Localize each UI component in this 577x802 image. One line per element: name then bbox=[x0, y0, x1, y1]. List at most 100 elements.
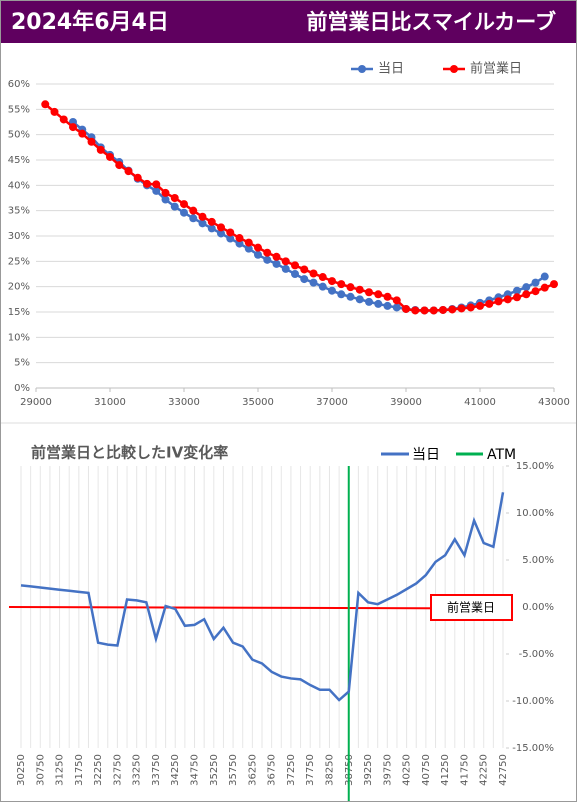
x-tick-label: 42750 bbox=[498, 754, 509, 786]
point bbox=[374, 299, 383, 308]
point bbox=[392, 296, 401, 305]
x-tick-label: 37000 bbox=[316, 397, 348, 408]
y-tick-label: 15% bbox=[8, 307, 30, 318]
y-tick-label: 5% bbox=[14, 358, 30, 369]
point bbox=[143, 179, 151, 188]
legend-label: ATM bbox=[487, 447, 516, 463]
point bbox=[78, 129, 87, 138]
legend-label: 当日 bbox=[412, 447, 440, 463]
x-tick-label: 30250 bbox=[16, 754, 27, 786]
legend-marker bbox=[358, 65, 366, 73]
header-title: 前営業日比スマイルカーブ bbox=[307, 10, 556, 34]
point bbox=[152, 180, 161, 189]
point bbox=[365, 288, 373, 297]
point bbox=[513, 286, 521, 295]
point bbox=[531, 278, 540, 287]
point bbox=[161, 195, 170, 204]
point bbox=[170, 202, 179, 211]
point bbox=[161, 188, 170, 197]
point bbox=[180, 208, 188, 217]
x-tick-label: 39750 bbox=[382, 754, 393, 786]
y2-tick-label: 10.00% bbox=[516, 508, 554, 519]
point bbox=[207, 217, 216, 226]
point bbox=[439, 305, 447, 314]
point bbox=[466, 303, 475, 312]
x-tick-label: 41250 bbox=[440, 754, 451, 786]
point bbox=[124, 167, 133, 176]
point bbox=[180, 200, 188, 209]
point bbox=[328, 277, 336, 286]
y-tick-label: 60% bbox=[8, 79, 30, 90]
x-tick-label: 43000 bbox=[538, 397, 570, 408]
header-date: 2024年6月4日 bbox=[11, 9, 169, 35]
y-tick-label: 55% bbox=[8, 104, 30, 115]
x-tick-label: 32750 bbox=[112, 754, 123, 786]
x-tick-label: 39250 bbox=[363, 754, 374, 786]
point bbox=[300, 275, 309, 284]
point bbox=[59, 115, 68, 124]
point bbox=[337, 290, 346, 299]
point bbox=[318, 282, 327, 291]
point bbox=[550, 280, 558, 289]
point bbox=[420, 306, 429, 315]
x-tick-label: 42250 bbox=[479, 754, 490, 786]
point bbox=[217, 229, 225, 238]
point bbox=[198, 212, 207, 221]
x-tick-label: 34750 bbox=[190, 754, 201, 786]
point bbox=[281, 257, 290, 266]
x-tick-label: 37250 bbox=[286, 754, 297, 786]
x-tick-label: 41750 bbox=[459, 754, 470, 786]
x-tick-label: 40750 bbox=[421, 754, 432, 786]
point bbox=[309, 269, 318, 278]
point bbox=[429, 306, 438, 315]
x-tick-label: 36250 bbox=[247, 754, 258, 786]
y-tick-label: 35% bbox=[8, 206, 30, 217]
x-tick-label: 29000 bbox=[20, 397, 52, 408]
point bbox=[392, 303, 401, 312]
x-tick-label: 33250 bbox=[132, 754, 143, 786]
point bbox=[226, 234, 235, 243]
point bbox=[503, 295, 512, 304]
point bbox=[540, 272, 549, 281]
point bbox=[355, 285, 364, 294]
point bbox=[522, 283, 531, 292]
x-tick-label: 35000 bbox=[242, 397, 274, 408]
point bbox=[337, 280, 346, 289]
point bbox=[244, 244, 253, 253]
point bbox=[281, 264, 290, 273]
y2-tick-label: -15.00% bbox=[512, 743, 554, 754]
x-tick-label: 36750 bbox=[267, 754, 278, 786]
point bbox=[217, 223, 225, 232]
series-line bbox=[20, 492, 505, 702]
point bbox=[365, 297, 373, 306]
y2-tick-label: -5.00% bbox=[519, 649, 554, 660]
legend-label: 当日 bbox=[378, 62, 404, 77]
x-tick-label: 37750 bbox=[305, 754, 316, 786]
x-tick-label: 41000 bbox=[464, 397, 496, 408]
point bbox=[41, 100, 50, 109]
point bbox=[96, 145, 105, 154]
point bbox=[513, 293, 521, 302]
point bbox=[476, 301, 484, 310]
x-tick-label: 33000 bbox=[168, 397, 200, 408]
y2-tick-label: -10.00% bbox=[512, 696, 554, 707]
point bbox=[346, 283, 355, 292]
chart-title: 前営業日と比較したIV変化率 bbox=[31, 444, 228, 462]
point bbox=[235, 234, 244, 243]
point bbox=[189, 206, 198, 215]
series-line bbox=[72, 121, 546, 312]
x-tick-label: 39000 bbox=[390, 397, 422, 408]
point bbox=[207, 224, 216, 233]
point bbox=[133, 173, 142, 182]
y-tick-label: 0% bbox=[14, 383, 30, 394]
point bbox=[152, 186, 161, 195]
point bbox=[411, 306, 420, 315]
reference-label-box bbox=[430, 594, 513, 621]
point bbox=[485, 299, 494, 308]
point bbox=[383, 301, 392, 310]
point bbox=[383, 292, 392, 301]
point bbox=[263, 255, 272, 264]
x-tick-label: 31750 bbox=[74, 754, 85, 786]
y-tick-label: 50% bbox=[8, 130, 30, 141]
point bbox=[346, 292, 355, 301]
